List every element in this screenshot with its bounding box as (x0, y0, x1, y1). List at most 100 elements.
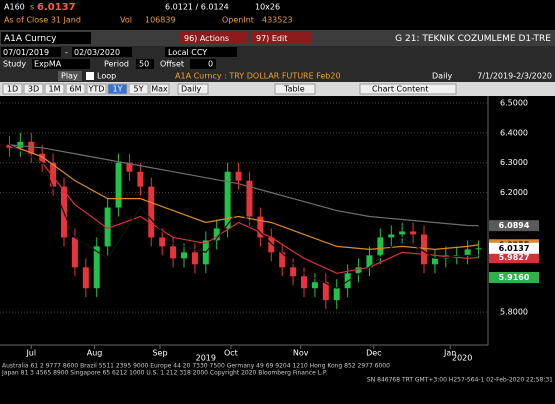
price-box (489, 271, 539, 283)
table: Table (283, 85, 305, 94)
study-line (9, 144, 479, 274)
candle-body (50, 162, 57, 187)
price-box (489, 252, 539, 264)
security-field[interactable] (1, 32, 91, 44)
price-box (489, 220, 539, 232)
play-button[interactable] (58, 71, 82, 81)
edit-button[interactable] (252, 32, 312, 44)
y-tick-label: 6.5000 (500, 98, 528, 107)
period-button[interactable] (2, 83, 23, 95)
candle-body (399, 231, 406, 235)
date-to-field[interactable] (72, 47, 132, 57)
footer-line: Japan 81 3 4565 8900 Singapore 65 6212 1… (1, 370, 328, 377)
candle-body (213, 228, 220, 241)
period-label: 1Y (113, 85, 123, 94)
period-button[interactable] (149, 83, 170, 95)
period-field[interactable] (136, 59, 154, 69)
x-tick-label: Sep (152, 349, 167, 358)
last-price: 6.0137 (37, 2, 76, 13)
currency-field[interactable] (165, 47, 237, 57)
chart-area (0, 96, 555, 360)
candle-body (410, 231, 417, 235)
offset-label: Offset (160, 60, 184, 69)
candle-body (235, 171, 242, 181)
period-label: 5Y (134, 85, 144, 94)
candle-body (39, 153, 46, 163)
candle-body (355, 267, 362, 274)
candle-body (159, 237, 166, 247)
candle-body (322, 282, 329, 301)
candle-body (268, 237, 275, 253)
candle-body (28, 141, 35, 154)
edit: 97) Edit (256, 34, 287, 43)
x-tick-label: Nov (293, 349, 309, 358)
loop: Loop (97, 72, 116, 81)
period-label: 1M (49, 85, 61, 94)
bid-ask: 6.0121 / 6.0124 (165, 3, 229, 12)
x-tick-label: Dec (366, 349, 381, 358)
chart-title: A1A Curncy : TRY DOLLAR FUTURE Feb20 (175, 72, 341, 81)
candle-body (301, 276, 307, 289)
candle-body (181, 252, 187, 259)
candle-body (104, 207, 111, 247)
y-tick-label: 6.2000 (500, 188, 528, 197)
candle-body (224, 171, 231, 229)
oi-label: OpenInt (222, 16, 254, 25)
period-label: Period (104, 60, 129, 69)
x-tick-label: Oct (224, 349, 238, 358)
candle-body (333, 288, 340, 301)
date-from: 07/01/2019 (3, 48, 49, 57)
plot (0, 102, 488, 349)
candle-body (82, 267, 89, 289)
size: 10x26 (255, 3, 280, 12)
candle-body (366, 255, 373, 268)
period-button[interactable] (128, 83, 149, 95)
frequency: Daily (181, 85, 202, 94)
footer-line: Australia 61 2 9777 8600 Brazil 5511 239… (2, 363, 390, 370)
vol: 106839 (145, 16, 176, 25)
candle-body (6, 144, 13, 148)
study-label: Study (3, 60, 26, 69)
table-button[interactable] (274, 83, 316, 95)
candle-body (279, 252, 286, 268)
period-button[interactable] (86, 83, 107, 95)
study-field[interactable] (32, 59, 90, 69)
candle-body (17, 141, 24, 148)
loop-checkbox[interactable] (86, 72, 94, 80)
candle-body (377, 237, 384, 256)
period-button[interactable] (65, 83, 86, 95)
frequency-dropdown[interactable] (177, 83, 209, 95)
chart-content-button[interactable] (359, 83, 457, 95)
range-label: 7/1/2019-2/3/2020 (477, 72, 552, 81)
last-prefix: s (30, 3, 34, 12)
chart-content: Chart Content (372, 85, 428, 94)
x-tick-label: Aug (87, 349, 103, 358)
x-tick-label: Jan (443, 349, 456, 358)
date-from-field[interactable] (1, 47, 61, 57)
price-box-label: 5.9160 (499, 273, 530, 282)
offset-field[interactable] (190, 59, 216, 69)
actions-button[interactable] (180, 32, 248, 44)
period-button[interactable] (44, 83, 65, 95)
study-line (9, 144, 479, 289)
y-tick-label: 5.8000 (500, 308, 528, 317)
play: Play (61, 72, 78, 81)
candle-body (290, 267, 297, 277)
year-label: 2020 (452, 354, 472, 363)
page-title: G 21: TEKNIK COZUMLEME D1-TRE (395, 34, 551, 44)
security: A1A Curncy (4, 34, 57, 44)
candle-body (126, 162, 133, 172)
candle-body (191, 252, 198, 265)
oi: 433523 (262, 16, 293, 25)
study: ExpMA (34, 60, 62, 69)
candle-body (311, 282, 318, 289)
actions: 96) Actions (184, 34, 229, 43)
candle-body (475, 248, 482, 250)
period-button[interactable] (23, 83, 44, 95)
frequency-label: Daily (432, 72, 453, 81)
ticker: A160 (4, 3, 25, 12)
period-button[interactable] (107, 83, 128, 95)
candle-body (464, 249, 471, 256)
candle-body (170, 246, 177, 259)
